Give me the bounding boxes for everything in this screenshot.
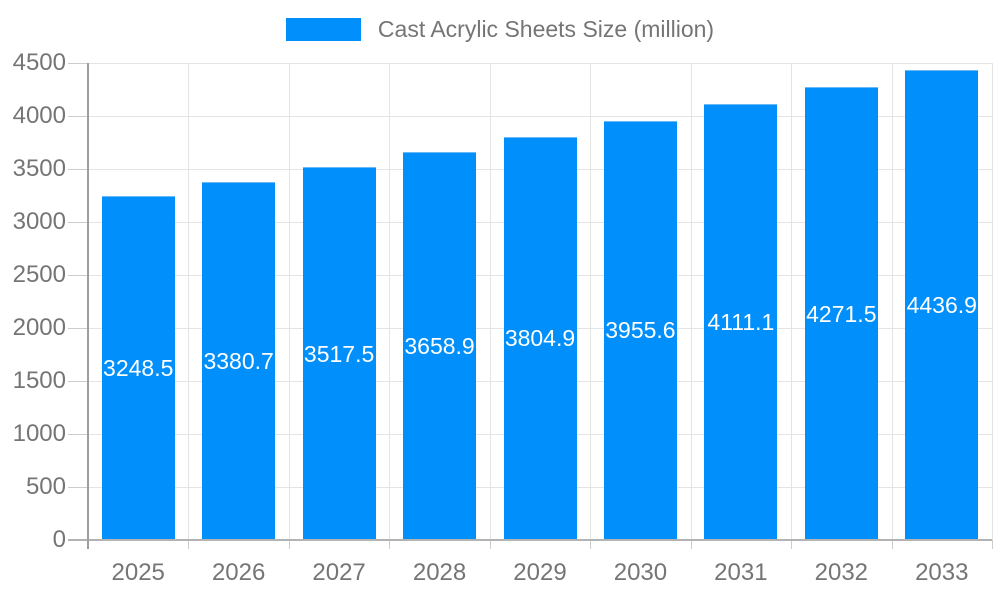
bar[interactable] [804, 87, 878, 540]
legend-item[interactable]: Cast Acrylic Sheets Size (million) [285, 16, 715, 43]
y-axis-label: 1500 [12, 367, 66, 394]
legend-swatch [285, 18, 361, 41]
horizontal-gridline [88, 115, 992, 117]
bar-value-label: 4436.9 [906, 291, 977, 318]
x-axis-label: 2032 [814, 559, 869, 586]
x-axis-label: 2030 [613, 559, 668, 586]
x-axis-label: 2025 [111, 559, 165, 586]
vertical-gridline [590, 63, 592, 540]
x-axis-label: 2031 [714, 559, 768, 586]
vertical-gridline [992, 63, 993, 540]
bar[interactable] [905, 69, 979, 540]
x-axis-tick [891, 540, 893, 549]
bar-value-label: 3248.5 [103, 354, 174, 381]
vertical-gridline [489, 63, 491, 540]
x-axis-label: 2026 [211, 559, 266, 586]
y-axis-tick [68, 434, 88, 435]
y-axis-tick [68, 275, 88, 276]
vertical-gridline [389, 63, 391, 540]
bar-value-label: 3955.6 [605, 317, 676, 344]
x-axis-line [68, 539, 992, 541]
bar-value-label: 4111.1 [707, 309, 775, 336]
x-axis-tick [992, 540, 993, 549]
bar-value-label: 3658.9 [404, 333, 475, 360]
y-axis-label: 4000 [12, 102, 66, 129]
y-axis-label: 2500 [12, 261, 66, 288]
x-axis-tick [590, 540, 592, 549]
bar-value-label: 3517.5 [303, 340, 375, 367]
x-axis-tick [288, 540, 290, 549]
y-axis-tick [68, 116, 88, 117]
horizontal-gridline [88, 62, 992, 64]
legend: Cast Acrylic Sheets Size (million) [0, 16, 1000, 43]
y-axis-label: 4500 [12, 49, 66, 76]
vertical-gridline [791, 63, 793, 540]
y-axis-label: 2000 [12, 314, 66, 341]
x-axis-tick [188, 540, 190, 549]
bar-value-label: 4271.5 [806, 300, 877, 327]
bar-value-label: 3380.7 [203, 347, 274, 374]
bar[interactable] [403, 152, 477, 540]
bar[interactable] [101, 195, 175, 540]
y-axis-label: 3500 [12, 155, 66, 182]
bar[interactable] [704, 104, 778, 540]
y-axis-label: 1000 [12, 420, 66, 447]
x-axis-tick [389, 540, 391, 549]
y-axis-label: 500 [25, 473, 66, 500]
y-axis-label: 3000 [12, 208, 66, 235]
y-axis-tick [68, 487, 88, 488]
x-axis-label: 2027 [312, 559, 366, 586]
bar[interactable] [503, 136, 577, 540]
y-axis-tick [68, 169, 88, 170]
vertical-gridline [891, 63, 893, 540]
x-axis-label: 2033 [915, 559, 969, 586]
vertical-gridline [188, 63, 190, 540]
x-axis-label: 2029 [513, 559, 567, 586]
y-axis-tick [68, 381, 88, 382]
vertical-gridline [690, 63, 692, 540]
y-axis-label: 0 [52, 526, 66, 553]
bar-value-label: 3804.9 [504, 325, 576, 352]
y-axis-line [87, 63, 89, 549]
x-axis-tick [690, 540, 692, 549]
y-axis-tick [68, 222, 88, 223]
legend-label: Cast Acrylic Sheets Size (million) [377, 16, 715, 42]
bar[interactable] [202, 181, 276, 540]
y-axis-tick [68, 328, 88, 329]
bar[interactable] [302, 167, 376, 540]
vertical-gridline [288, 63, 290, 540]
x-axis-tick [489, 540, 491, 549]
bar[interactable] [603, 120, 677, 540]
y-axis-tick [68, 63, 88, 64]
x-axis-label: 2028 [412, 559, 467, 586]
x-axis-tick [791, 540, 793, 549]
